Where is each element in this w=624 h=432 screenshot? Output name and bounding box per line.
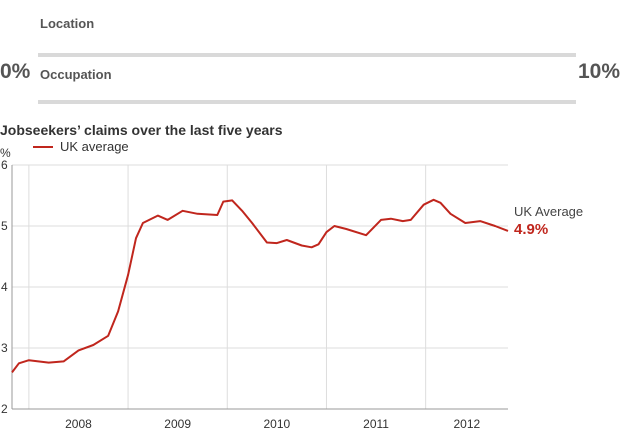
y-axis-unit: % bbox=[0, 146, 11, 160]
chart-legend: UK average bbox=[33, 139, 129, 154]
range-max-label: 10% bbox=[578, 60, 621, 83]
legend-entry-uk-average: UK average bbox=[60, 139, 129, 154]
x-tick-label-2011: 2011 bbox=[363, 417, 389, 431]
range-min-label: 0% bbox=[0, 60, 31, 83]
series-line-uk-average bbox=[11, 198, 509, 374]
end-label: UK Average bbox=[514, 204, 584, 219]
x-tick-label-2012: 2012 bbox=[453, 417, 480, 431]
y-tick-label-2: 2 bbox=[1, 402, 8, 416]
x-tick-label-2009: 2009 bbox=[164, 417, 191, 431]
y-tick-label-4: 4 bbox=[1, 280, 8, 294]
location-range-track[interactable] bbox=[38, 53, 576, 57]
y-tick-label-6: 6 bbox=[1, 158, 8, 172]
location-filter-label: Location bbox=[40, 16, 95, 31]
end-value: 4.9% bbox=[514, 221, 549, 238]
chart-title: Jobseekers’ claims over the last five ye… bbox=[0, 122, 283, 138]
y-tick-label-3: 3 bbox=[1, 341, 8, 355]
y-tick-label-5: 5 bbox=[1, 219, 8, 233]
x-tick-label-2008: 2008 bbox=[65, 417, 92, 431]
occupation-range-track[interactable] bbox=[38, 100, 576, 104]
x-tick-label-2010: 2010 bbox=[264, 417, 291, 431]
occupation-filter-label: Occupation bbox=[40, 67, 112, 82]
legend-swatch bbox=[33, 145, 53, 148]
